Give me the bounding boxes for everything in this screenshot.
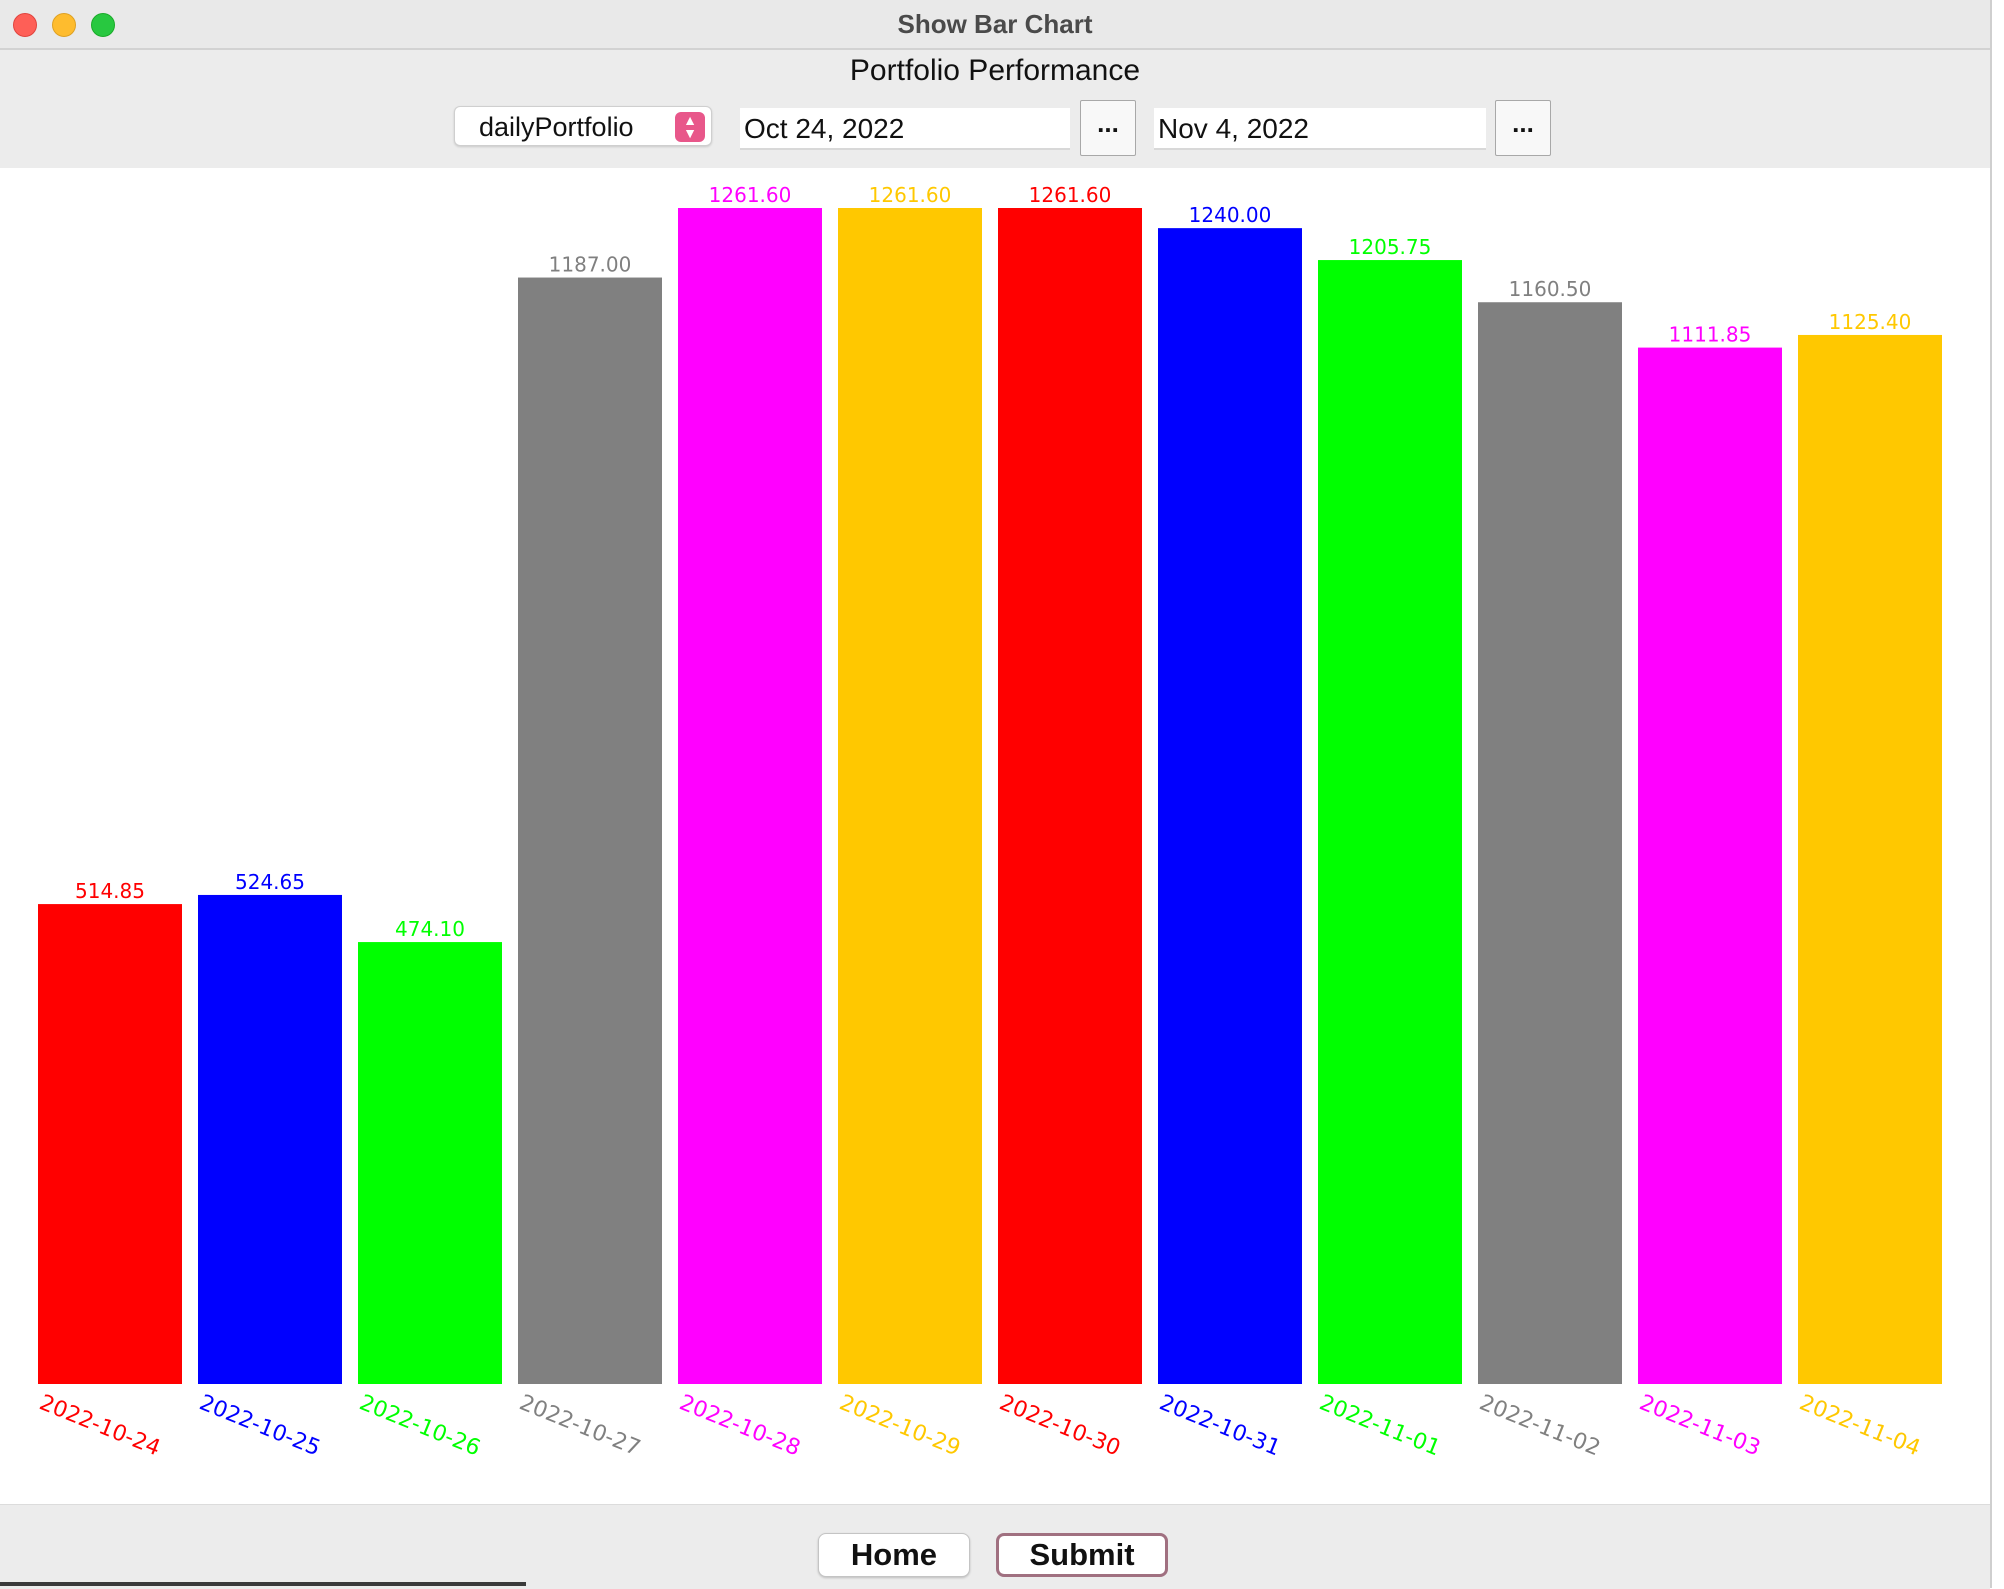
chart-title: Portfolio Performance (849, 54, 1141, 87)
end-date-field[interactable]: Nov 4, 2022 (1154, 108, 1486, 150)
bar-chart-svg: 514.85 2022-10-24 524.65 2022-10-25 474.10 20… (36, 183, 1942, 1461)
submit-button[interactable]: Submit (996, 1533, 1168, 1577)
bar-2022-11-03 (1638, 347, 1782, 1385)
start-date-picker-button[interactable]: ... (1080, 100, 1136, 156)
value-label-2022-10-25: 524.65 (235, 870, 305, 894)
x-tick-label-2022-11-01: 2022-11-01 (1316, 1390, 1444, 1461)
end-date-picker-button[interactable]: ... (1495, 100, 1551, 156)
bar-2022-10-31 (1158, 228, 1302, 1385)
value-label-2022-10-28: 1261.60 (709, 183, 792, 207)
title-bar: Show Bar Chart (0, 0, 1990, 50)
home-button[interactable]: Home (818, 1533, 970, 1577)
x-tick-label-2022-10-28: 2022-10-28 (676, 1390, 804, 1461)
x-tick-label-2022-10-24: 2022-10-24 (36, 1390, 164, 1461)
x-tick-label-2022-11-02: 2022-11-02 (1476, 1390, 1604, 1461)
x-tick-label-2022-10-27: 2022-10-27 (516, 1390, 644, 1461)
value-label-2022-10-24: 514.85 (75, 879, 145, 903)
minimize-window-button[interactable] (52, 13, 76, 37)
value-label-2022-11-04: 1125.40 (1829, 310, 1912, 334)
x-tick-label-2022-10-31: 2022-10-31 (1156, 1390, 1284, 1461)
bar-2022-10-30 (998, 208, 1142, 1384)
zoom-window-button[interactable] (91, 13, 115, 37)
portfolio-select-value: dailyPortfolio (479, 112, 634, 142)
value-label-2022-10-30: 1261.60 (1029, 183, 1112, 207)
start-date-field[interactable]: Oct 24, 2022 (740, 108, 1070, 150)
bar-2022-10-24 (38, 904, 182, 1384)
start-date-value: Oct 24, 2022 (744, 113, 905, 144)
bar-2022-11-02 (1478, 302, 1622, 1384)
portfolio-select[interactable]: dailyPortfolio ▲ ▼ (454, 106, 712, 146)
end-date-value: Nov 4, 2022 (1158, 113, 1309, 144)
value-label-2022-11-02: 1160.50 (1509, 277, 1592, 301)
value-label-2022-10-31: 1240.00 (1189, 203, 1272, 227)
close-window-button[interactable] (13, 13, 37, 37)
value-label-2022-11-03: 1111.85 (1669, 323, 1752, 347)
footer-bar: Home Submit (0, 1504, 1990, 1589)
bar-chart: 514.85 2022-10-24 524.65 2022-10-25 474.10 20… (0, 168, 1990, 1504)
x-tick-label-2022-11-04: 2022-11-04 (1796, 1390, 1924, 1461)
bar-2022-11-04 (1798, 334, 1942, 1385)
bar-2022-10-29 (838, 208, 982, 1384)
value-label-2022-11-01: 1205.75 (1349, 235, 1432, 259)
bottom-divider (0, 1582, 526, 1586)
x-tick-label-2022-10-26: 2022-10-26 (356, 1390, 484, 1461)
x-tick-label-2022-10-25: 2022-10-25 (196, 1390, 324, 1461)
bar-2022-10-26 (358, 942, 502, 1384)
bar-2022-10-25 (198, 894, 342, 1384)
value-label-2022-10-27: 1187.00 (549, 253, 632, 277)
window-title: Show Bar Chart (897, 9, 1093, 39)
bar-2022-10-28 (678, 208, 822, 1384)
value-label-2022-10-26: 474.10 (395, 917, 465, 941)
up-down-chevron-icon: ▲ ▼ (675, 112, 705, 142)
x-tick-label-2022-10-30: 2022-10-30 (996, 1390, 1124, 1461)
x-tick-label-2022-10-29: 2022-10-29 (836, 1390, 964, 1461)
bar-2022-11-01 (1318, 260, 1462, 1384)
bar-2022-10-27 (518, 277, 662, 1385)
x-tick-label-2022-11-03: 2022-11-03 (1636, 1390, 1764, 1461)
value-label-2022-10-29: 1261.60 (869, 183, 952, 207)
